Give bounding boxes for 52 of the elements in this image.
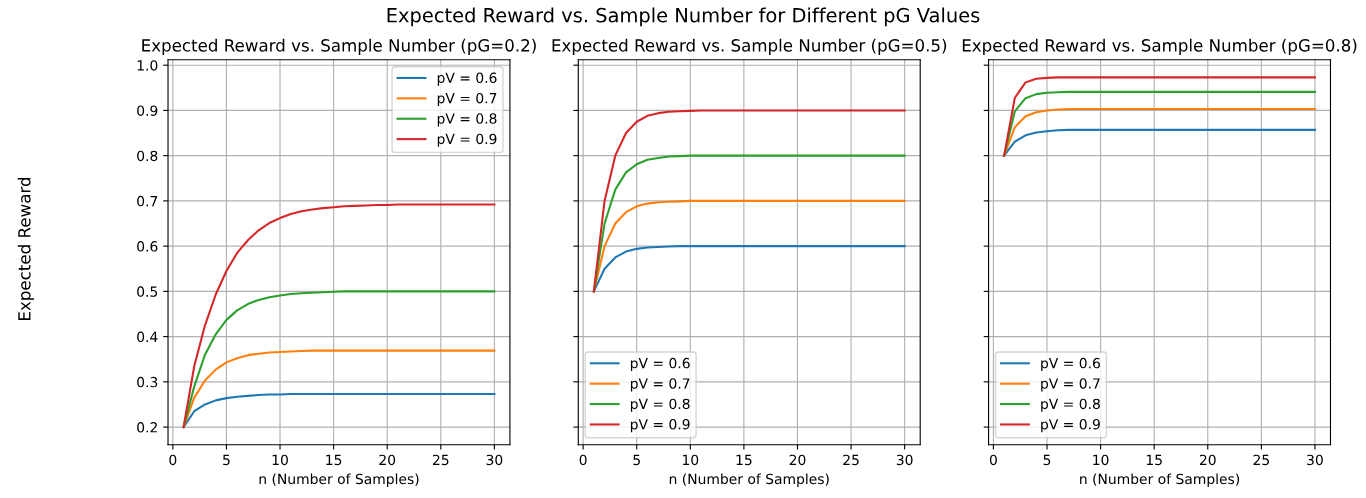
legend-label: pV = 0.9 [437, 133, 497, 147]
x-tick-label: 15 [736, 454, 752, 466]
legend-label: pV = 0.8 [1041, 398, 1100, 412]
y-tick-label: 0.2 [137, 422, 157, 433]
x-tick-label: 30 [896, 454, 913, 466]
legend-label: pV = 0.6 [1041, 357, 1100, 372]
y-tick-label: 0.5 [137, 286, 158, 297]
y-tick-label: 1.0 [137, 60, 158, 71]
x-tick-label: 30 [1307, 454, 1323, 466]
chart-title: Expected Reward vs. Sample Number (pG=0.2) [142, 38, 536, 55]
legend-label: pV = 0.9 [1041, 419, 1100, 433]
x-axis-title: n (Number of Samples) [259, 473, 419, 487]
x-tick-label: 0 [169, 454, 177, 466]
x-tick-label: 15 [1146, 454, 1162, 466]
line-series [182, 203, 496, 429]
y-axis-title: Expected Reward [17, 177, 34, 320]
x-tick-label: 20 [379, 454, 396, 466]
x-tick-label: 15 [326, 454, 342, 466]
y-tick-label: 0.6 [137, 241, 158, 252]
legend-label: pV = 0.6 [437, 72, 497, 86]
x-tick-label: 0 [989, 454, 997, 466]
legend-label: pV = 0.7 [630, 378, 690, 392]
y-tick-label: 0.3 [137, 376, 158, 388]
x-tick-label: 0 [579, 454, 587, 466]
y-tick-label: 0.9 [137, 105, 158, 116]
y-tick-label: 0.4 [137, 331, 158, 343]
x-tick-label: 10 [682, 454, 699, 466]
legend-label: pV = 0.6 [630, 357, 690, 372]
x-tick-label: 25 [1253, 454, 1269, 466]
x-axis-title: n (Number of Samples) [1080, 473, 1240, 487]
x-tick-label: 20 [789, 454, 806, 466]
legend-label: pV = 0.8 [437, 113, 497, 127]
legend-label: pV = 0.7 [1041, 378, 1100, 392]
x-tick-label: 5 [633, 454, 640, 466]
line-series [182, 393, 496, 429]
y-tick-label: 0.8 [137, 150, 158, 162]
y-tick-label: 0.7 [137, 195, 158, 207]
chart-title: Expected Reward vs. Sample Number (pG=0.8) [962, 38, 1357, 55]
legend-label: pV = 0.7 [437, 92, 497, 107]
x-tick-label: 20 [1199, 454, 1216, 466]
legend-label: pV = 0.9 [630, 419, 690, 433]
legend-label: pV = 0.8 [630, 398, 690, 412]
x-tick-label: 10 [272, 454, 288, 466]
x-tick-label: 5 [1043, 454, 1051, 466]
text: Expected Reward vs. Sample Number for Different pG Values [387, 7, 980, 27]
x-tick-label: 25 [843, 454, 859, 466]
x-tick-label: 10 [1093, 454, 1109, 466]
x-axis-title: n (Number of Samples) [669, 473, 829, 487]
x-tick-label: 30 [486, 454, 503, 466]
chart-title: Expected Reward vs. Sample Number (pG=0.5) [552, 38, 947, 55]
x-tick-label: 25 [432, 454, 449, 466]
x-tick-label: 5 [223, 454, 230, 466]
